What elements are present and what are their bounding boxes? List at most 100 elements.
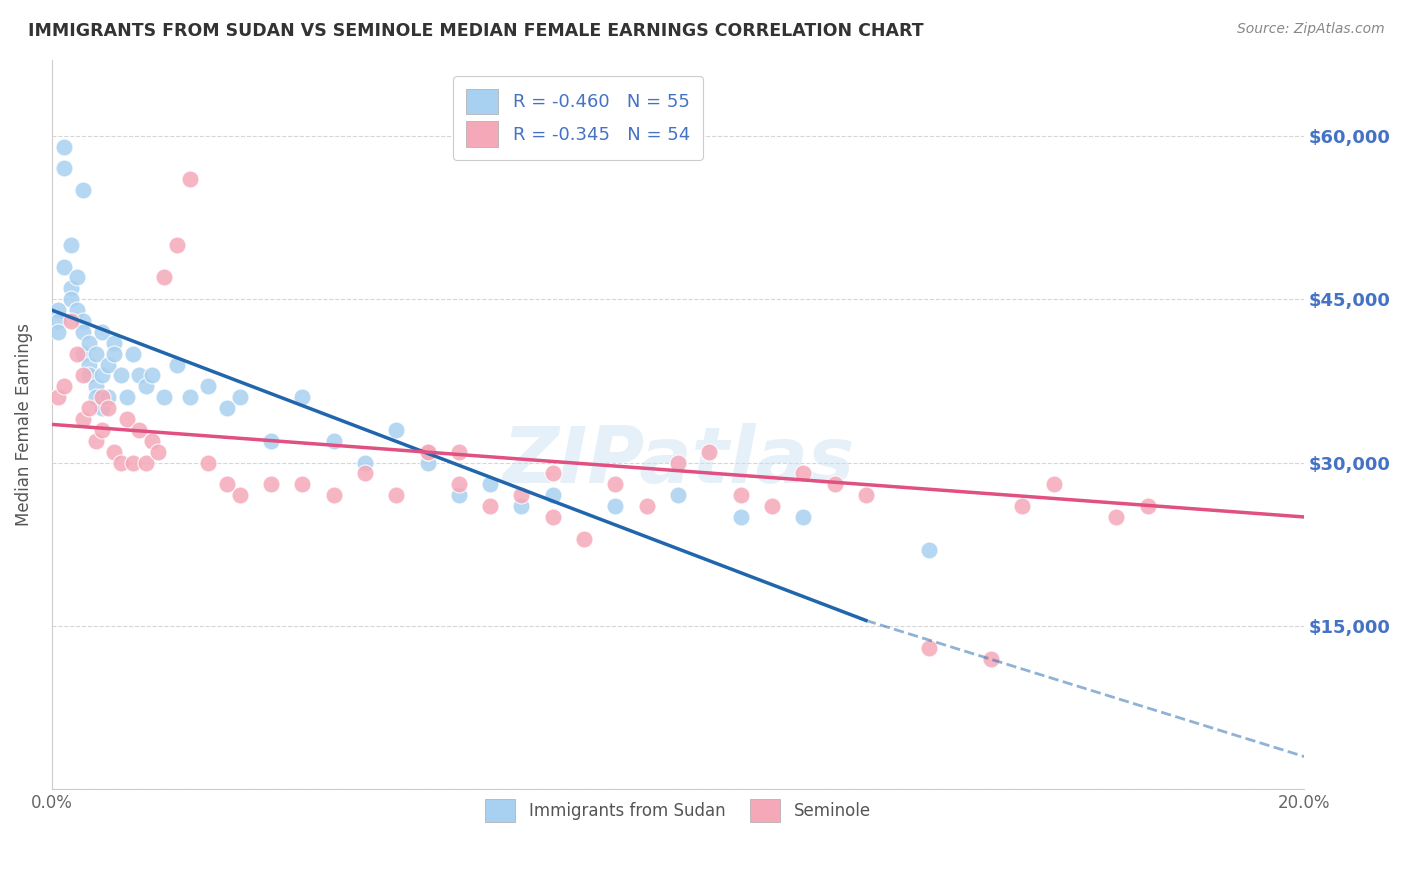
Point: [322, 434, 344, 448]
Point: [666, 456, 689, 470]
Point: [97, 401, 120, 415]
Point: [197, 456, 219, 470]
Point: [260, 477, 283, 491]
Point: [122, 456, 145, 470]
Point: [53, 379, 76, 393]
Point: [97, 390, 120, 404]
Text: Source: ZipAtlas.com: Source: ZipAtlas.com: [1237, 22, 1385, 37]
Point: [46, 325, 69, 339]
Point: [72, 346, 94, 360]
Point: [1136, 499, 1159, 513]
Point: [666, 488, 689, 502]
Point: [217, 401, 239, 415]
Point: [79, 335, 101, 350]
Point: [761, 499, 783, 513]
Text: IMMIGRANTS FROM SUDAN VS SEMINOLE MEDIAN FEMALE EARNINGS CORRELATION CHART: IMMIGRANTS FROM SUDAN VS SEMINOLE MEDIAN…: [28, 22, 924, 40]
Point: [79, 401, 101, 415]
Point: [541, 467, 564, 481]
Point: [59, 292, 82, 306]
Point: [730, 510, 752, 524]
Point: [1105, 510, 1128, 524]
Point: [46, 303, 69, 318]
Point: [90, 423, 112, 437]
Point: [90, 390, 112, 404]
Point: [792, 510, 814, 524]
Point: [855, 488, 877, 502]
Point: [90, 325, 112, 339]
Point: [53, 139, 76, 153]
Point: [541, 488, 564, 502]
Point: [605, 499, 627, 513]
Point: [166, 237, 188, 252]
Point: [291, 390, 314, 404]
Point: [479, 499, 502, 513]
Point: [1042, 477, 1064, 491]
Point: [228, 390, 250, 404]
Point: [416, 444, 439, 458]
Point: [354, 456, 377, 470]
Point: [917, 640, 939, 655]
Point: [260, 434, 283, 448]
Point: [90, 368, 112, 383]
Point: [141, 368, 163, 383]
Point: [72, 368, 94, 383]
Point: [103, 346, 125, 360]
Point: [128, 423, 150, 437]
Point: [228, 488, 250, 502]
Point: [135, 379, 157, 393]
Point: [122, 346, 145, 360]
Point: [135, 456, 157, 470]
Point: [79, 368, 101, 383]
Point: [354, 467, 377, 481]
Point: [59, 314, 82, 328]
Point: [217, 477, 239, 491]
Point: [416, 444, 439, 458]
Point: [97, 358, 120, 372]
Point: [46, 314, 69, 328]
Point: [824, 477, 846, 491]
Point: [1011, 499, 1033, 513]
Point: [291, 477, 314, 491]
Point: [447, 488, 470, 502]
Point: [179, 390, 201, 404]
Point: [59, 237, 82, 252]
Point: [605, 477, 627, 491]
Point: [385, 423, 408, 437]
Point: [72, 412, 94, 426]
Point: [141, 434, 163, 448]
Point: [697, 444, 720, 458]
Point: [479, 477, 502, 491]
Point: [115, 390, 138, 404]
Point: [148, 444, 170, 458]
Point: [792, 467, 814, 481]
Point: [66, 303, 89, 318]
Point: [416, 456, 439, 470]
Point: [197, 379, 219, 393]
Text: ZIPatlas: ZIPatlas: [502, 423, 853, 499]
Point: [917, 542, 939, 557]
Point: [153, 390, 176, 404]
Point: [447, 444, 470, 458]
Point: [84, 346, 107, 360]
Point: [541, 510, 564, 524]
Point: [110, 368, 132, 383]
Point: [53, 260, 76, 274]
Point: [103, 444, 125, 458]
Point: [385, 488, 408, 502]
Point: [636, 499, 658, 513]
Y-axis label: Median Female Earnings: Median Female Earnings: [15, 323, 32, 526]
Point: [153, 270, 176, 285]
Point: [72, 314, 94, 328]
Point: [572, 532, 595, 546]
Point: [447, 477, 470, 491]
Point: [84, 379, 107, 393]
Point: [84, 434, 107, 448]
Point: [90, 401, 112, 415]
Point: [59, 281, 82, 295]
Point: [510, 488, 533, 502]
Point: [72, 325, 94, 339]
Point: [53, 161, 76, 176]
Point: [110, 456, 132, 470]
Point: [128, 368, 150, 383]
Point: [66, 346, 89, 360]
